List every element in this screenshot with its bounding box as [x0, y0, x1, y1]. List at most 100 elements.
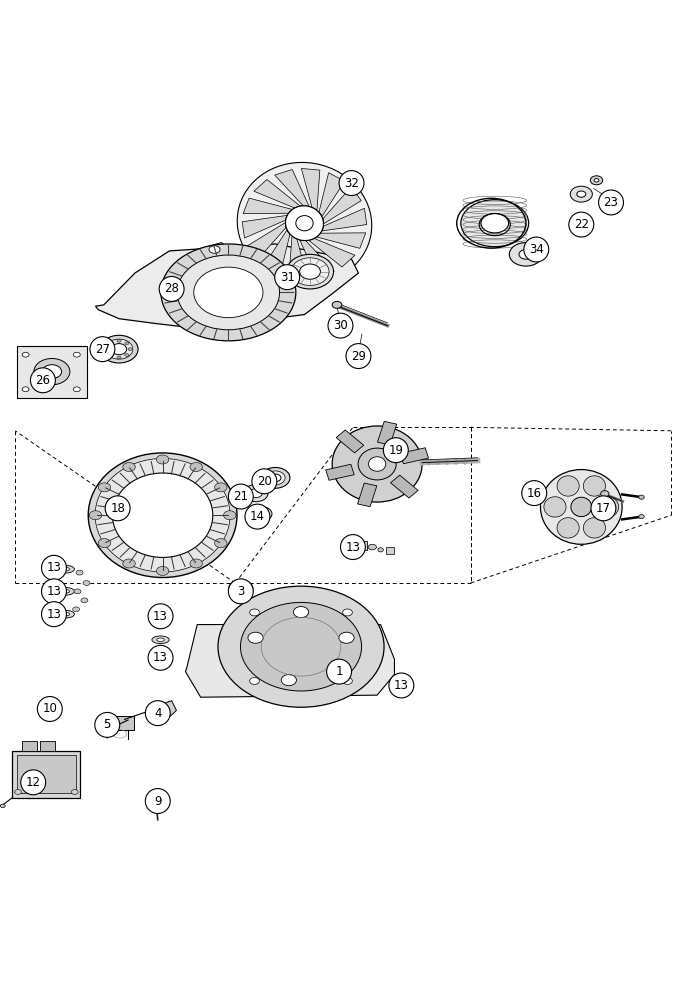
- Polygon shape: [308, 238, 355, 267]
- Ellipse shape: [22, 387, 29, 392]
- Ellipse shape: [332, 301, 342, 308]
- Ellipse shape: [156, 566, 169, 575]
- Ellipse shape: [286, 206, 323, 241]
- Ellipse shape: [152, 636, 170, 644]
- Circle shape: [569, 212, 594, 237]
- Ellipse shape: [42, 365, 62, 379]
- Polygon shape: [145, 701, 176, 721]
- Ellipse shape: [296, 216, 313, 231]
- Ellipse shape: [224, 511, 236, 520]
- Text: 5: 5: [104, 718, 111, 731]
- Text: 13: 13: [153, 610, 168, 623]
- Ellipse shape: [481, 214, 509, 233]
- Text: 18: 18: [110, 502, 125, 515]
- Ellipse shape: [343, 677, 352, 684]
- Bar: [386, 547, 394, 554]
- Ellipse shape: [261, 467, 290, 488]
- Ellipse shape: [106, 348, 110, 351]
- Ellipse shape: [62, 567, 69, 571]
- Ellipse shape: [293, 607, 309, 618]
- Bar: [17, 346, 86, 398]
- Ellipse shape: [248, 632, 263, 643]
- Ellipse shape: [22, 352, 29, 357]
- Circle shape: [228, 484, 253, 509]
- Bar: [17, 755, 76, 793]
- Polygon shape: [264, 230, 290, 274]
- Ellipse shape: [397, 679, 403, 684]
- Ellipse shape: [105, 339, 133, 359]
- Text: 4: 4: [154, 707, 161, 720]
- Bar: [22, 741, 37, 751]
- Ellipse shape: [190, 462, 202, 471]
- Circle shape: [346, 344, 371, 369]
- Ellipse shape: [601, 491, 609, 497]
- Ellipse shape: [71, 790, 78, 794]
- Polygon shape: [377, 421, 397, 445]
- Circle shape: [30, 368, 55, 393]
- Polygon shape: [248, 223, 286, 259]
- Circle shape: [145, 701, 170, 726]
- Ellipse shape: [89, 453, 237, 578]
- Ellipse shape: [639, 515, 644, 519]
- Bar: [105, 716, 134, 730]
- Circle shape: [328, 313, 353, 338]
- Ellipse shape: [98, 483, 111, 492]
- Ellipse shape: [109, 342, 113, 345]
- Polygon shape: [336, 430, 364, 453]
- Ellipse shape: [117, 339, 121, 342]
- Ellipse shape: [270, 474, 281, 482]
- Polygon shape: [242, 215, 287, 238]
- Ellipse shape: [332, 426, 422, 502]
- Ellipse shape: [73, 352, 80, 357]
- Circle shape: [599, 190, 623, 215]
- Ellipse shape: [51, 705, 57, 710]
- Ellipse shape: [57, 588, 75, 595]
- Ellipse shape: [300, 264, 320, 279]
- Polygon shape: [390, 475, 418, 498]
- Ellipse shape: [215, 483, 227, 492]
- Ellipse shape: [583, 518, 606, 538]
- Circle shape: [228, 579, 253, 604]
- Ellipse shape: [177, 255, 280, 330]
- Text: 12: 12: [26, 776, 41, 789]
- Ellipse shape: [251, 507, 272, 521]
- Ellipse shape: [343, 609, 352, 616]
- Bar: [53, 708, 55, 712]
- Ellipse shape: [112, 473, 213, 557]
- Polygon shape: [275, 169, 309, 207]
- Ellipse shape: [151, 795, 162, 803]
- Text: 31: 31: [280, 271, 295, 284]
- Bar: [346, 541, 367, 550]
- Ellipse shape: [368, 457, 386, 471]
- Ellipse shape: [590, 176, 603, 185]
- Text: 13: 13: [345, 541, 361, 554]
- Ellipse shape: [639, 495, 644, 499]
- Ellipse shape: [291, 258, 329, 285]
- Text: 13: 13: [394, 679, 409, 692]
- Ellipse shape: [597, 497, 619, 517]
- Circle shape: [339, 171, 364, 196]
- Circle shape: [327, 659, 352, 684]
- Ellipse shape: [98, 539, 111, 548]
- Circle shape: [148, 645, 173, 670]
- Ellipse shape: [34, 358, 70, 385]
- Text: 21: 21: [233, 490, 248, 503]
- Ellipse shape: [100, 335, 138, 363]
- Circle shape: [90, 337, 115, 362]
- Circle shape: [42, 579, 66, 604]
- Text: 14: 14: [250, 510, 265, 523]
- Polygon shape: [95, 244, 358, 328]
- Circle shape: [389, 673, 414, 698]
- Circle shape: [95, 712, 120, 737]
- Ellipse shape: [540, 470, 622, 544]
- Ellipse shape: [190, 559, 202, 568]
- Ellipse shape: [73, 607, 80, 612]
- Polygon shape: [400, 448, 428, 464]
- Ellipse shape: [378, 548, 383, 552]
- Text: 22: 22: [574, 218, 589, 231]
- Text: 13: 13: [46, 585, 62, 598]
- Ellipse shape: [156, 638, 165, 642]
- Polygon shape: [316, 233, 366, 248]
- Text: 13: 13: [46, 561, 62, 574]
- Ellipse shape: [74, 589, 81, 594]
